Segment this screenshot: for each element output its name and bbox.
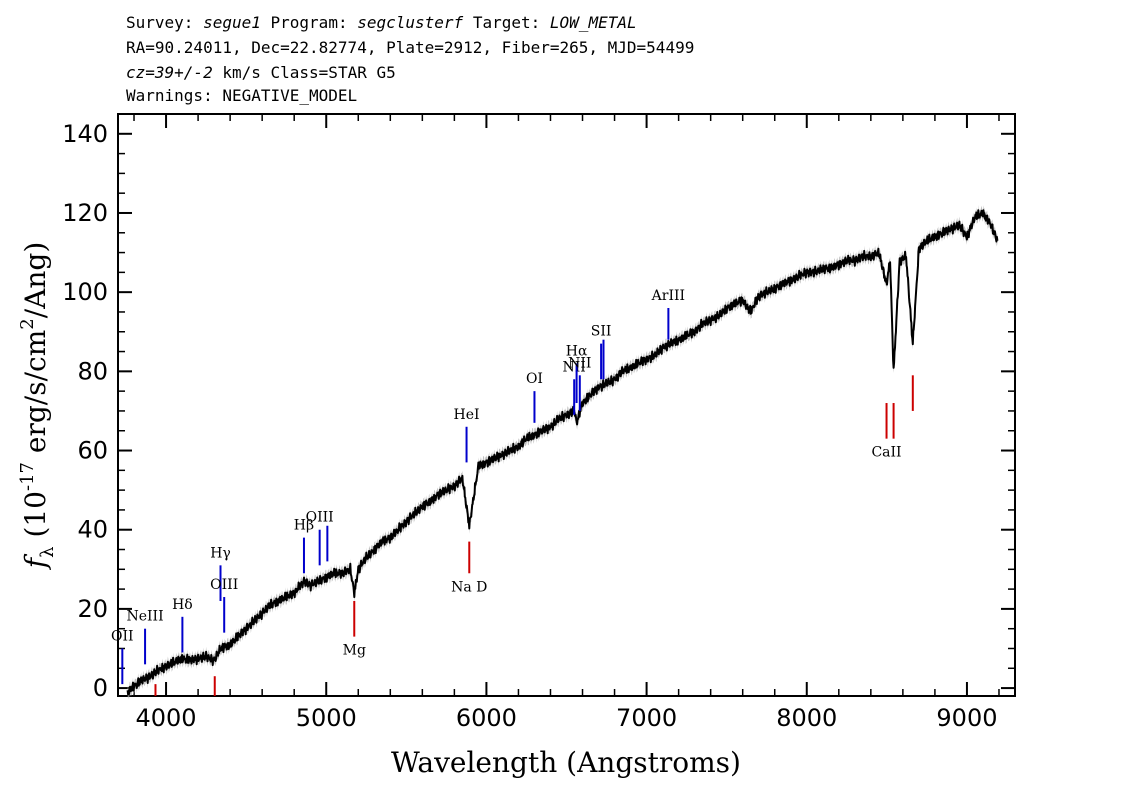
y-tick-label: 20 xyxy=(77,595,108,623)
tick-labels: 4000 5000 6000 7000 8000 9000 0 20 40 60 80 100 120 1… xyxy=(62,120,997,732)
header-line-3: cz=39+/-2 km/s Class=STAR G5 xyxy=(126,63,396,83)
y-tick-label: 40 xyxy=(77,516,108,544)
line-marker-label: OIII xyxy=(306,510,334,526)
error-band-area xyxy=(127,205,998,700)
y-tick-label: 60 xyxy=(77,437,108,465)
target-label: Target: xyxy=(472,13,541,32)
line-marker-label: Mg xyxy=(343,643,366,659)
spectrum-series xyxy=(126,209,999,696)
x-axis-title: Wavelength (Angstroms) xyxy=(391,746,741,779)
survey-label: Survey: xyxy=(126,13,194,32)
class-info: km/s Class=STAR G5 xyxy=(222,63,396,82)
line-marker-label: NeIII xyxy=(126,609,163,625)
program-label: Program: xyxy=(270,13,348,32)
y-tick-label: 100 xyxy=(62,278,108,306)
y-tick-label: 140 xyxy=(62,120,108,148)
y-tick-label: 0 xyxy=(93,674,108,702)
line-marker-label: HeI xyxy=(454,407,480,423)
y-axis-title-part: λ xyxy=(37,546,58,557)
line-marker-label: NII xyxy=(568,355,591,371)
line-marker-label: OIII xyxy=(210,577,238,593)
x-tick-label: 5000 xyxy=(296,704,357,732)
program-value: segclusterf xyxy=(357,13,464,32)
header-line-1: Survey: segue1 Program: segclusterf Targ… xyxy=(126,13,637,33)
target-value: LOW_METAL xyxy=(549,13,637,32)
line-marker-label: SII xyxy=(591,324,612,340)
y-axis-title-part: 2 xyxy=(17,318,38,329)
header-line-4: Warnings: NEGATIVE_MODEL xyxy=(126,86,358,105)
line-marker-label: Hγ xyxy=(210,545,231,561)
y-tick-label: 120 xyxy=(62,199,108,227)
y-axis-title-part: -17 xyxy=(17,462,38,491)
plot-frame xyxy=(117,113,1016,697)
x-tick-label: 4000 xyxy=(136,704,197,732)
plot-border xyxy=(117,113,1016,697)
line-marker-label: NII xyxy=(563,359,586,375)
header-line-2: RA=90.24011, Dec=22.82774, Plate=2912, F… xyxy=(126,38,695,57)
y-axis-title-part: erg/s/cm xyxy=(19,330,52,462)
x-tick-label: 8000 xyxy=(776,704,837,732)
y-tick-label: 80 xyxy=(77,357,108,385)
x-tick-label: 7000 xyxy=(616,704,677,732)
y-axis-title-part: (10 xyxy=(19,491,52,546)
y-axis-title: fλ (10-17 erg/s/cm2/Ang) xyxy=(17,242,58,571)
line-markers: OIINeIIIHδHγOIIIHβOIIIHeIOINIIHαNIISIIAr… xyxy=(111,288,914,696)
x-tick-label: 6000 xyxy=(456,704,517,732)
axis-ticks xyxy=(118,113,1015,696)
line-marker-label: Na D xyxy=(451,579,487,595)
error-band xyxy=(127,205,998,700)
line-marker-label: CaII xyxy=(871,445,901,461)
line-marker-label: ArIII xyxy=(651,288,685,304)
redshift-value: cz=39+/-2 xyxy=(126,63,213,82)
y-axis-title-part: /Ang) xyxy=(19,242,52,319)
line-marker-label: Hδ xyxy=(172,597,193,613)
x-tick-label: 9000 xyxy=(936,704,997,732)
line-marker-label: OI xyxy=(526,371,543,387)
spectrum-line xyxy=(126,209,999,696)
line-marker-label: OII xyxy=(111,628,134,644)
line-marker-label: Hα xyxy=(566,343,588,359)
survey-value: segue1 xyxy=(203,13,261,32)
line-marker-label: Hβ xyxy=(294,518,314,534)
